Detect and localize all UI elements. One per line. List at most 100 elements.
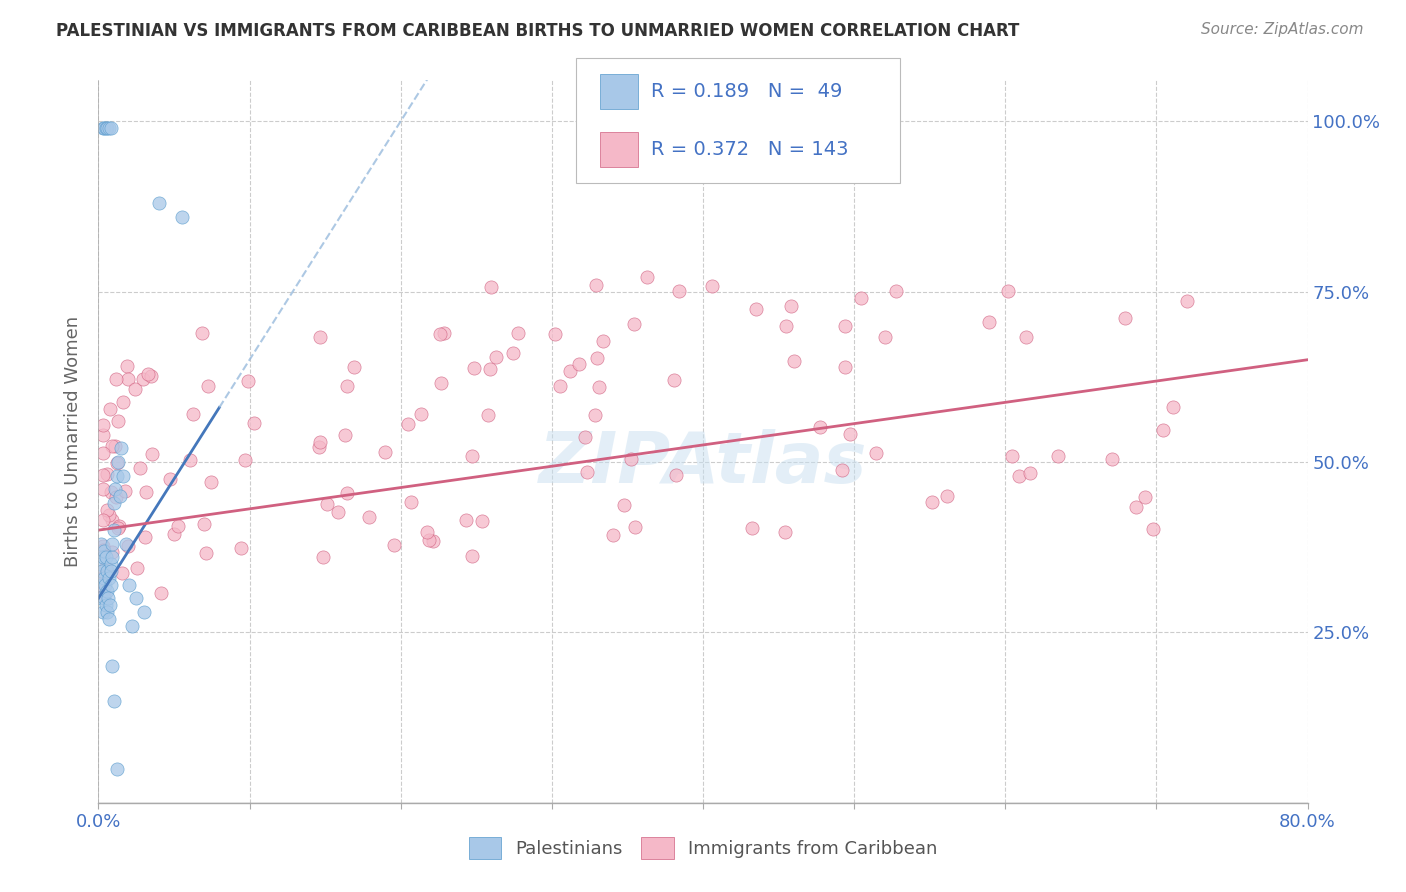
Point (104, 371, 127, 385)
Point (111, 394, 134, 409)
Point (508, 326, 530, 340)
Point (921, 495, 943, 509)
Point (98, 612, 121, 626)
Point (132, 605, 155, 619)
Point (89, 558, 111, 572)
Point (107, 521, 129, 535)
Point (93, 543, 115, 558)
Point (574, 430, 596, 444)
Point (98, 120, 121, 135)
Point (101, 550, 124, 565)
Point (1019, 466, 1042, 480)
Point (94, 568, 117, 582)
Point (179, 453, 201, 467)
Point (936, 489, 959, 503)
Point (1001, 450, 1024, 464)
Point (103, 693, 125, 707)
Point (94, 559, 117, 574)
Point (100, 558, 122, 572)
Point (98, 598, 121, 612)
Point (139, 368, 162, 383)
Point (664, 372, 686, 386)
Point (134, 530, 156, 544)
Point (997, 284, 1019, 298)
Point (315, 497, 337, 511)
Point (418, 533, 440, 547)
Point (865, 446, 887, 460)
Point (481, 280, 503, 294)
Point (1142, 522, 1164, 536)
Point (502, 346, 524, 360)
Point (343, 359, 366, 374)
Point (588, 379, 610, 393)
Point (108, 489, 131, 503)
Point (1125, 500, 1147, 514)
Point (463, 361, 485, 376)
Point (91, 417, 114, 432)
Point (110, 442, 132, 456)
Point (668, 285, 690, 299)
Point (170, 210, 193, 224)
Point (91, 468, 114, 483)
Point (100, 120, 122, 135)
Point (90, 537, 112, 551)
Point (96, 467, 118, 482)
Point (105, 468, 128, 483)
Point (104, 482, 127, 496)
Point (163, 527, 186, 541)
Point (167, 519, 190, 533)
Point (193, 517, 215, 532)
Point (98, 402, 121, 417)
Point (834, 318, 856, 333)
Point (107, 414, 129, 428)
Text: R = 0.189   N =  49: R = 0.189 N = 49 (651, 82, 842, 101)
Point (132, 372, 155, 386)
Point (124, 383, 146, 397)
Point (1177, 293, 1199, 308)
Point (91, 584, 114, 599)
Point (623, 520, 645, 534)
Point (94, 120, 117, 135)
Point (233, 452, 256, 467)
Point (422, 533, 444, 548)
Point (195, 546, 218, 560)
Point (382, 538, 405, 552)
Point (117, 539, 139, 553)
Point (1007, 469, 1029, 483)
Point (91, 539, 114, 553)
Point (411, 407, 433, 421)
Point (326, 505, 349, 519)
Point (336, 379, 359, 393)
Point (93, 120, 115, 135)
Point (103, 523, 125, 537)
Point (396, 417, 419, 432)
Point (602, 528, 624, 542)
Point (91, 482, 114, 496)
Point (884, 284, 907, 298)
Point (620, 451, 643, 466)
Point (374, 444, 396, 458)
Point (149, 585, 172, 599)
Point (91, 428, 114, 442)
Point (977, 315, 1000, 329)
Point (148, 196, 170, 211)
Point (136, 367, 159, 381)
Point (114, 483, 136, 498)
Point (312, 549, 335, 564)
Point (200, 475, 222, 490)
Point (309, 434, 332, 449)
Point (91, 605, 114, 619)
Point (105, 762, 128, 776)
Point (236, 374, 259, 388)
Point (100, 564, 122, 578)
Point (461, 450, 484, 464)
Point (105, 490, 128, 504)
Point (243, 417, 266, 431)
Point (90, 577, 112, 591)
Point (613, 498, 636, 512)
Point (114, 537, 136, 551)
Point (101, 537, 124, 551)
Point (583, 409, 606, 423)
Point (839, 427, 862, 442)
Point (548, 378, 571, 392)
